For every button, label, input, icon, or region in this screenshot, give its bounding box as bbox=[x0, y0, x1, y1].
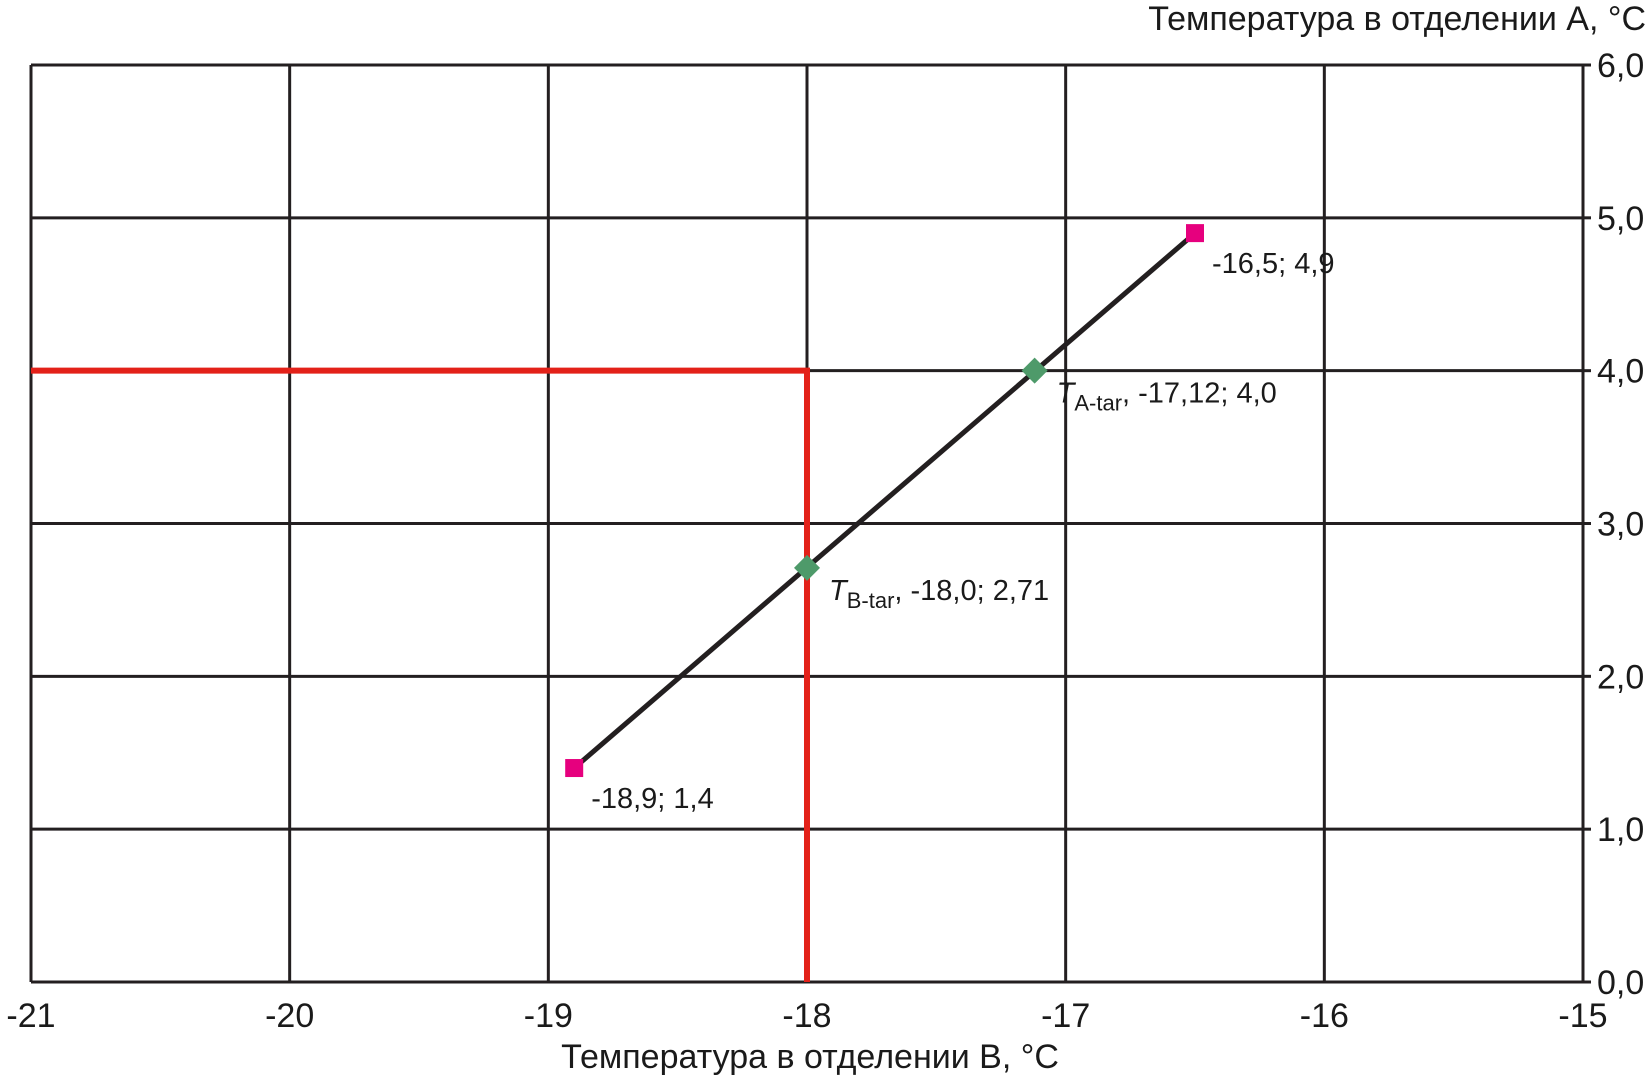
reference-line-red bbox=[31, 367, 810, 982]
y-axis-title: Температура в отделении А, °C bbox=[1148, 0, 1646, 38]
endpoint-label-0: -18,9; 1,4 bbox=[591, 783, 714, 815]
y-tick-label-4: 4,0 bbox=[1597, 353, 1644, 391]
x-tick-label-3: -18 bbox=[782, 997, 831, 1035]
target-label-0: TA-tar, -17,12; 4,0 bbox=[1057, 378, 1277, 416]
x-tick-label-4: -17 bbox=[1041, 997, 1090, 1035]
x-tick-label-1: -20 bbox=[265, 997, 314, 1035]
y-tick-label-0: 0,0 bbox=[1597, 964, 1644, 1002]
tick-labels: -21 -20 -19 -18 -17 -16 -150,0 1,0 2,0 3,0 4,0 5,0 6… bbox=[6, 47, 1644, 1035]
endpoint-marker-0 bbox=[565, 759, 584, 778]
reference-lines bbox=[31, 367, 810, 982]
x-axis-title: Температура в отделении В, °C bbox=[561, 1038, 1059, 1076]
endpoint-label-1: -16,5; 4,9 bbox=[1212, 248, 1335, 280]
target-marker-1 bbox=[794, 554, 820, 581]
x-tick-label-5: -16 bbox=[1300, 997, 1349, 1035]
markers-layer: -18,9; 1,4 -16,5; 4,9 TA-tar, -17,12; 4,0 T… bbox=[565, 224, 1335, 815]
x-tick-label-0: -21 bbox=[6, 997, 55, 1035]
y-tick-label-2: 2,0 bbox=[1597, 658, 1644, 696]
endpoint-marker-1 bbox=[1186, 224, 1204, 243]
x-tick-label-2: -19 bbox=[524, 997, 573, 1035]
y-tick-label-5: 5,0 bbox=[1597, 200, 1644, 238]
x-tick-label-6: -15 bbox=[1558, 997, 1607, 1035]
series-line-0 bbox=[572, 231, 1197, 770]
y-tick-label-1: 1,0 bbox=[1597, 811, 1644, 849]
target-label-1: TB-tar, -18,0; 2,71 bbox=[829, 575, 1049, 613]
y-tick-label-6: 6,0 bbox=[1597, 47, 1644, 85]
target-marker-0 bbox=[1021, 357, 1048, 384]
series-layer bbox=[572, 231, 1197, 770]
y-tick-label-3: 3,0 bbox=[1597, 506, 1644, 544]
